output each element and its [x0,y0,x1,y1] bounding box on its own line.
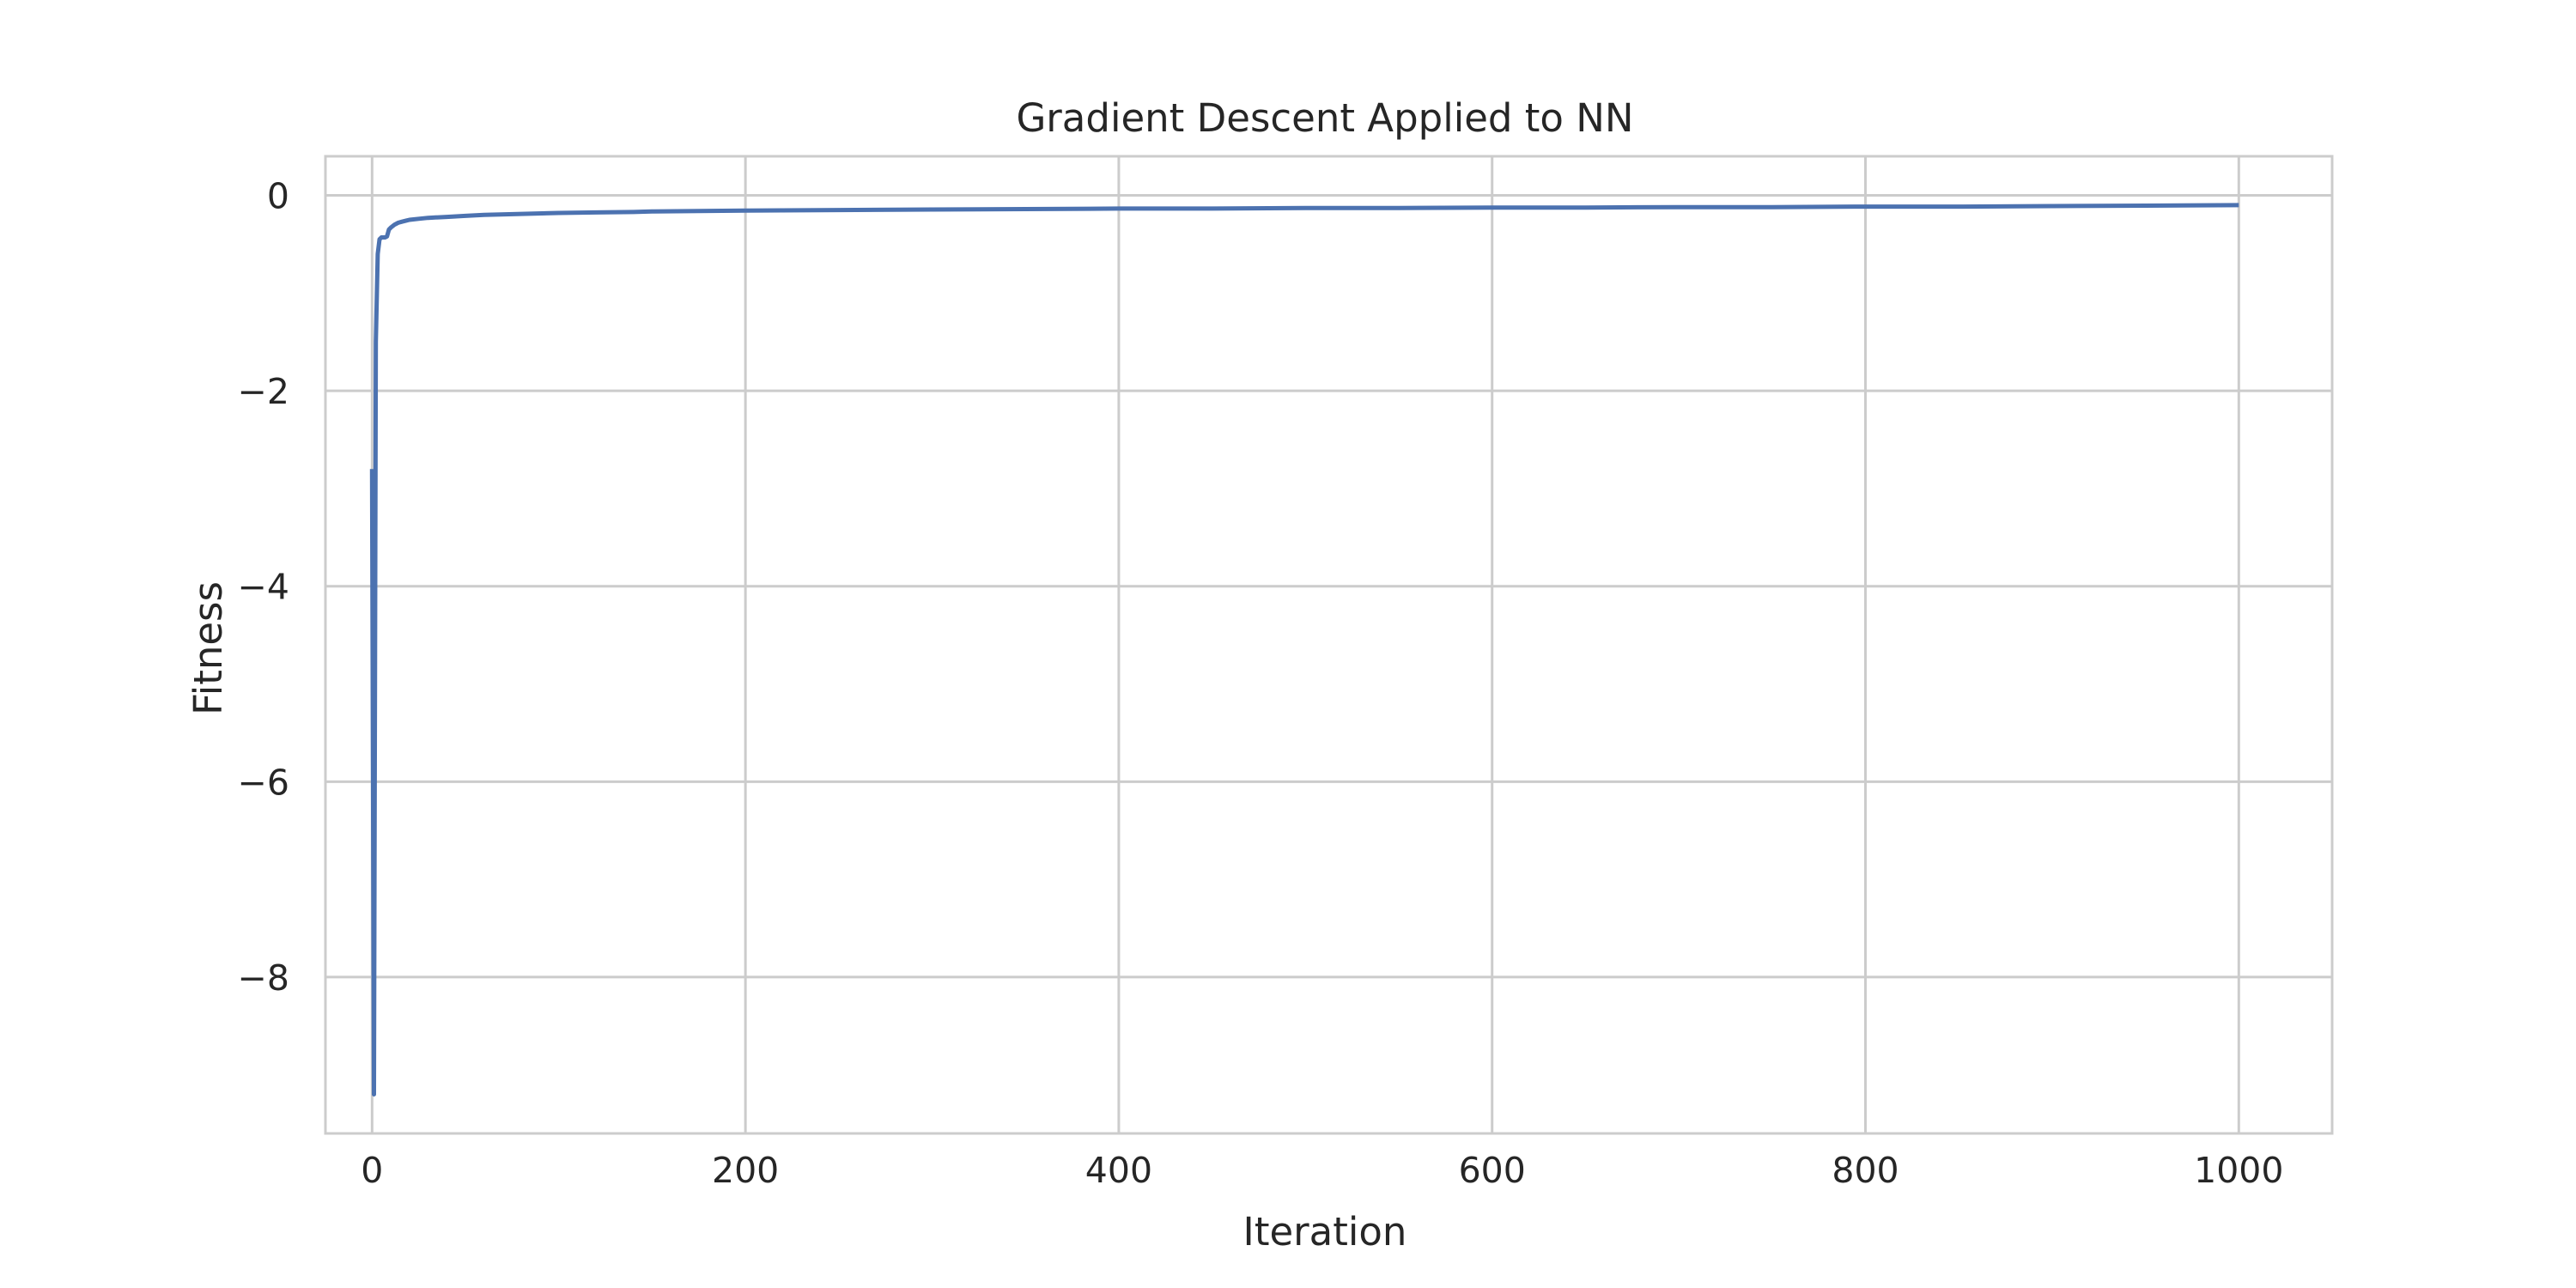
y-axis-label: Fitness [185,581,231,715]
x-tick-label: 600 [1459,1150,1526,1191]
series-layer [369,203,2239,1097]
grid [325,156,2332,1133]
chart-title: Gradient Descent Applied to NN [1016,95,1633,141]
x-tick-label: 400 [1085,1150,1152,1191]
y-tick-label: −2 [238,371,289,412]
x-tick-label: 200 [712,1150,779,1191]
x-tick-label: 1000 [2194,1150,2283,1191]
plot-frame [324,155,2334,1135]
series-line [369,203,2239,1097]
y-tick-label: 0 [267,176,289,217]
y-tick-label: −6 [238,762,289,803]
x-axis-label: Iteration [1243,1209,1407,1255]
tick-labels: 0 200 400 600 800 1000 0 −2 −4 −6 −8 [238,176,2284,1191]
y-tick-label: −8 [238,957,289,999]
x-tick-label: 0 [361,1150,383,1191]
y-tick-label: −4 [238,567,289,608]
x-tick-label: 800 [1832,1150,1899,1191]
